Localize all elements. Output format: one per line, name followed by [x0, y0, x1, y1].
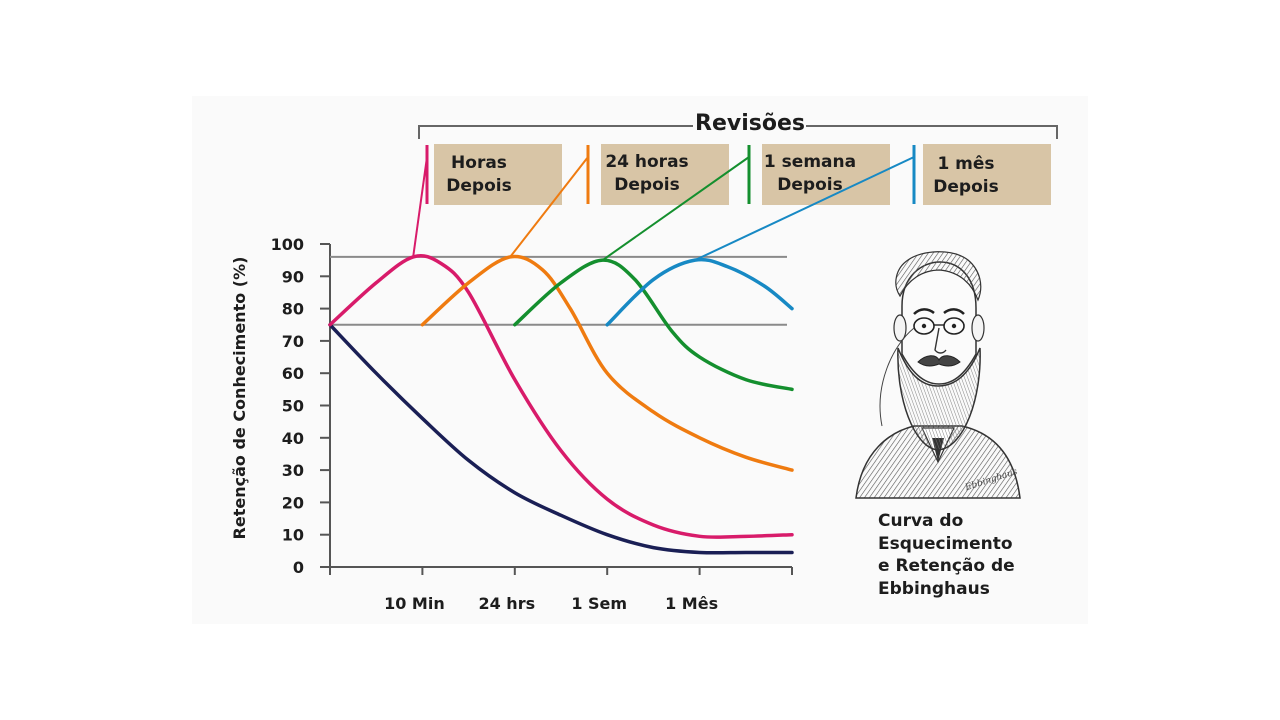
x-tick-label: 1 Mês	[665, 594, 718, 613]
review-24h-line2: Depois	[614, 175, 679, 195]
retention-curve-4	[605, 257, 794, 327]
retention-curve-0	[328, 323, 794, 555]
y-tick-label: 80	[282, 300, 304, 319]
review-hours-line2: Depois	[446, 176, 511, 196]
caption-line-2: Esquecimento	[878, 533, 1013, 554]
y-axis-label: Retenção de Conhecimento (%)	[230, 257, 249, 540]
axes: 0 10 20 30 40 50 60 70 80 90 100 10 Min 24 hrs 1 Sem 1…	[271, 235, 793, 613]
x-tick-label: 10 Min	[384, 594, 445, 613]
retention-curve-1	[328, 253, 794, 539]
review-boxes: Horas Depois 24 horas Depois 1 semana De…	[425, 144, 1051, 205]
review-week-line2: Depois	[777, 175, 842, 195]
curves	[328, 253, 794, 555]
reviews-label: Revisões	[695, 111, 805, 136]
caption-line-1: Curva do	[878, 511, 964, 531]
y-tick-label: 60	[282, 364, 304, 383]
review-box-24h	[601, 144, 729, 205]
y-tick-label: 70	[282, 332, 304, 351]
caption: Curva do Esquecimento e Retenção de Ebbi…	[878, 510, 1058, 600]
review-box-hours	[434, 144, 562, 205]
review-week-line1: 1 semana	[764, 152, 856, 172]
review-connectors	[412, 156, 915, 262]
retention-curve-2	[420, 254, 794, 472]
y-tick-label: 40	[282, 429, 304, 448]
reviews-bracket-line	[418, 125, 1058, 139]
y-tick-label: 100	[271, 235, 304, 254]
review-connector	[412, 156, 428, 258]
ebbinghaus-portrait: Ebbinghaus	[855, 251, 1021, 499]
x-tick-label: 1 Sem	[571, 594, 627, 613]
review-hours-line1: Horas	[451, 153, 507, 173]
review-month-line2: Depois	[933, 177, 998, 197]
y-tick-label: 30	[282, 461, 304, 480]
review-connector	[509, 156, 589, 258]
review-box-week	[762, 144, 890, 205]
y-tick-label: 20	[282, 493, 304, 512]
y-tick-label: 50	[282, 397, 304, 416]
review-month-line1: 1 mês	[937, 154, 994, 174]
review-24h-line1: 24 horas	[605, 152, 688, 172]
review-connector	[694, 156, 915, 262]
x-tick-label: 24 hrs	[478, 594, 535, 613]
y-tick-label: 10	[282, 526, 304, 545]
y-tick-label: 0	[293, 558, 304, 577]
review-box-month	[923, 144, 1051, 205]
caption-line-3: e Retenção de	[878, 556, 1015, 576]
review-connector	[602, 156, 750, 261]
y-tick-label: 90	[282, 267, 304, 286]
caption-line-4: Ebbinghaus	[878, 578, 990, 599]
retention-curve-3	[513, 258, 794, 392]
reviews-bracket: Revisões	[418, 111, 1058, 139]
reference-lines	[330, 255, 787, 326]
